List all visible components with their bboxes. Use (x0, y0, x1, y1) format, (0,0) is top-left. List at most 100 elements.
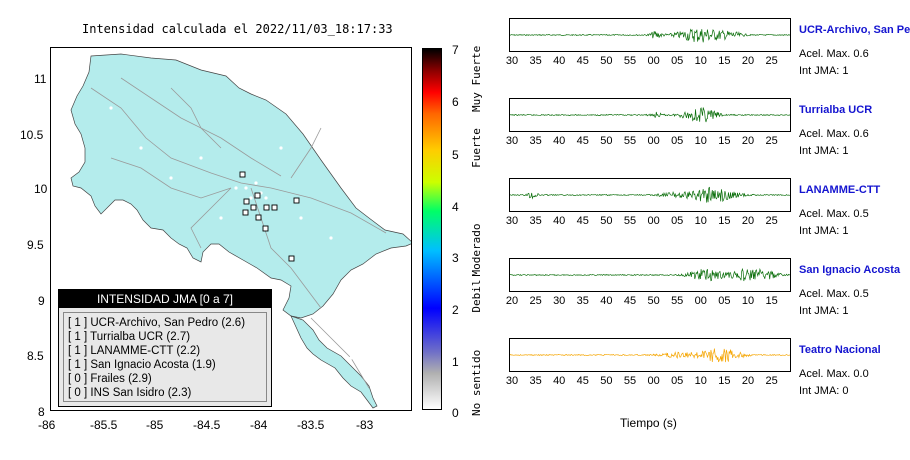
road-network (90, 77, 387, 389)
time-tick: 05 (671, 135, 684, 147)
time-tick: 10 (694, 375, 707, 387)
time-axis: 30 35 40 45 50 55 00 05 10 15 20 25 (505, 215, 791, 229)
waveform-trace (510, 28, 790, 43)
time-tick: 05 (671, 375, 684, 387)
seismogram-panel[interactable] (509, 18, 791, 52)
time-tick: 25 (529, 295, 542, 307)
intensity-legend: INTENSIDAD JMA [0 a 7] [ 1 ] UCR-Archivo… (58, 289, 272, 407)
station-name[interactable]: Teatro Nacional (799, 344, 881, 356)
legend-list: [ 1 ] UCR-Archivo, San Pedro (2.6) [ 1 ]… (63, 312, 267, 402)
time-tick: 35 (576, 295, 589, 307)
station-jma: Int JMA: 1 (799, 305, 849, 317)
map-y-tick: 9.5 (27, 238, 44, 252)
time-tick: 45 (576, 375, 589, 387)
time-tick: 10 (694, 135, 707, 147)
legend-item: [ 1 ] UCR-Archivo, San Pedro (2.6) (68, 317, 246, 329)
seismogram-panel[interactable] (509, 98, 791, 132)
x-axis-label: Tiempo (s) (620, 416, 677, 430)
country-shape (70, 53, 411, 319)
map-y-tick: 10 (34, 182, 48, 196)
time-tick: 25 (765, 135, 778, 147)
map-y-tick: 11 (34, 72, 47, 86)
seismogram-panel[interactable] (509, 178, 791, 212)
time-tick: 45 (576, 55, 589, 67)
station-jma: Int JMA: 1 (799, 225, 849, 237)
time-tick: 55 (671, 295, 684, 307)
time-tick: 35 (529, 375, 542, 387)
time-tick: 10 (741, 295, 755, 307)
time-axis: 30 35 40 45 50 55 00 05 10 15 20 25 (505, 55, 791, 69)
legend-item: [ 1 ] LANAMME-CTT (2.2) (68, 345, 201, 357)
time-tick: 00 (647, 375, 660, 387)
map-x-tick: -84.5 (193, 418, 221, 432)
station-name[interactable]: San Ignacio Acosta (799, 264, 901, 276)
waveform (510, 267, 790, 282)
time-tick: 45 (576, 135, 589, 147)
time-tick: 55 (623, 55, 637, 67)
time-tick: 00 (647, 135, 660, 147)
map-y-tick: 9 (38, 294, 45, 308)
legend-title: INTENSIDAD JMA [0 a 7] (59, 290, 271, 308)
station-jma: Int JMA: 0 (799, 385, 849, 397)
station-markers (239, 171, 300, 262)
time-tick: 50 (600, 375, 613, 387)
time-tick: 55 (623, 375, 637, 387)
time-tick: 00 (694, 295, 707, 307)
legend-item: [ 1 ] Turrialba UCR (2.7) (68, 331, 191, 343)
time-tick: 10 (694, 55, 707, 67)
intensity-colorbar (422, 48, 442, 410)
map-x-tick: -83 (356, 418, 374, 432)
legend-item: [ 0 ] INS San Isidro (2.3) (68, 387, 192, 399)
map-x-tick: -83.5 (297, 418, 325, 432)
time-tick: 15 (718, 55, 731, 67)
time-axis: 30 35 40 45 50 55 00 05 10 15 20 25 (506, 135, 791, 149)
colorbar-number: 0 (452, 406, 459, 420)
time-tick: 40 (553, 375, 566, 387)
time-tick: 55 (623, 135, 637, 147)
waveform-trace (510, 107, 790, 123)
time-tick: 35 (529, 135, 542, 147)
time-tick: 05 (718, 295, 731, 307)
time-tick: 20 (741, 215, 755, 227)
time-tick: 35 (529, 55, 542, 67)
colorbar-number: 6 (452, 95, 459, 109)
map-x-tick: -86 (38, 418, 56, 432)
map-x-tick: -85 (146, 418, 164, 432)
colorbar-label: No sentido (470, 349, 483, 416)
map-x-tick: -85.5 (90, 418, 118, 432)
station-jma: Int JMA: 1 (799, 145, 849, 157)
station-accel: Acel. Max. 0.6 (799, 48, 869, 60)
colorbar-label: Fuerte (470, 128, 483, 168)
time-tick: 50 (647, 295, 660, 307)
time-tick: 25 (765, 215, 778, 227)
waveform (510, 348, 790, 363)
station-name[interactable]: Turrialba UCR (799, 104, 873, 116)
time-tick: 15 (718, 135, 731, 147)
city-dots (109, 106, 353, 360)
time-axis: 20 25 30 35 40 45 50 55 00 05 10 15 (505, 295, 791, 309)
time-tick: 30 (505, 375, 519, 387)
time-tick: 30 (505, 215, 519, 227)
station-name[interactable]: LANAMME-CTT (799, 184, 881, 196)
map-title: Intensidad calculada el 2022/11/03_18:17… (82, 22, 393, 36)
costa-rica-map (70, 53, 411, 409)
time-tick: 30 (505, 55, 519, 67)
colorbar-number: 3 (452, 251, 459, 265)
time-tick: 50 (600, 135, 613, 147)
waveform-trace (510, 267, 790, 282)
time-tick: 15 (718, 375, 731, 387)
time-tick: 40 (553, 55, 566, 67)
waveform (510, 28, 790, 43)
seismogram-panel[interactable] (509, 338, 791, 372)
station-name[interactable]: UCR-Archivo, San Pedro (799, 24, 910, 36)
time-tick: 20 (505, 295, 519, 307)
time-tick: 25 (765, 375, 778, 387)
seismogram-panel[interactable] (509, 258, 791, 292)
time-tick: 20 (741, 55, 755, 67)
time-tick: 45 (576, 215, 589, 227)
station-jma: Int JMA: 1 (799, 65, 849, 77)
legend-item: [ 0 ] Frailes (2.9) (68, 373, 152, 385)
colorbar-number: 1 (452, 355, 459, 369)
station-accel: Acel. Max. 0.5 (799, 208, 869, 220)
time-tick: 10 (694, 215, 707, 227)
